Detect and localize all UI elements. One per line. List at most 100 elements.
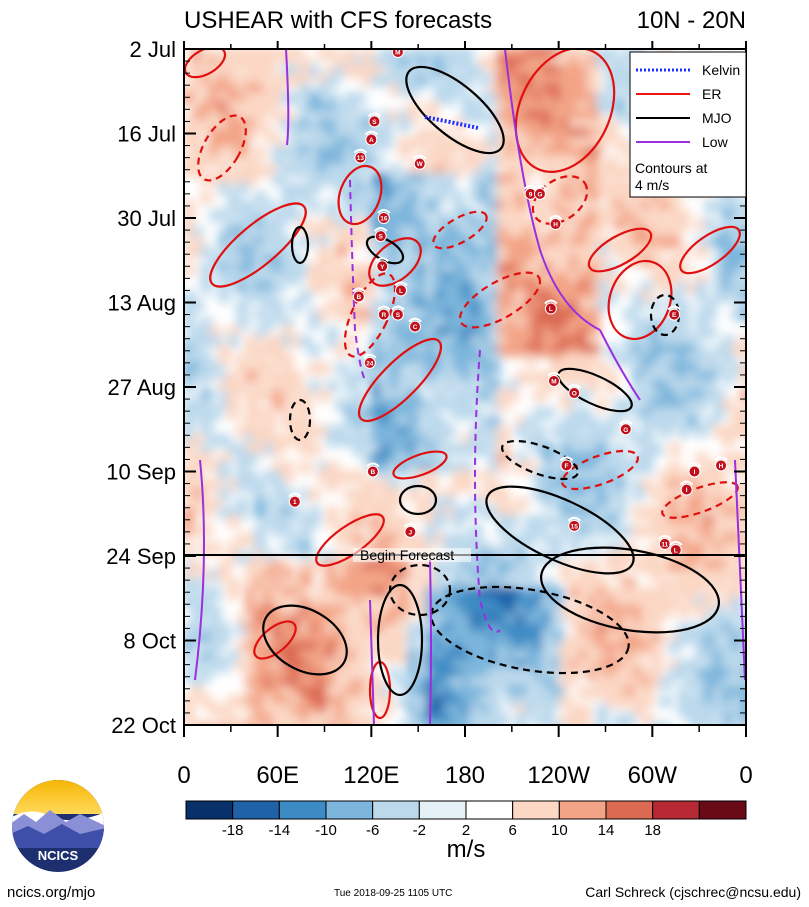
storm-dot <box>391 308 404 321</box>
shear-cell <box>731 722 744 725</box>
shear-cell <box>184 137 195 150</box>
shear-cell <box>299 236 312 249</box>
storm-dot <box>715 459 728 472</box>
shear-cell <box>740 371 746 384</box>
shear-cell <box>184 668 195 681</box>
storm-swirl <box>413 154 427 160</box>
shear-cell <box>551 722 564 725</box>
storm-marker: R <box>377 305 391 321</box>
shear-cell <box>184 290 195 303</box>
shear-cell <box>362 49 375 60</box>
storm-dot <box>544 302 557 315</box>
storm-marker: S <box>373 227 388 243</box>
shear-cell <box>569 722 582 725</box>
shear-cell <box>184 155 195 168</box>
storm-swirl <box>408 317 422 323</box>
colorbar: -18 -14 -10 -6 -2 2 6 10 14 18 <box>185 800 747 839</box>
shear-cell <box>659 695 672 708</box>
colorbar-box <box>605 800 654 820</box>
shear-cell <box>605 49 618 60</box>
colorbar-box <box>278 800 327 820</box>
shear-cell <box>184 335 195 348</box>
shear-cell <box>740 254 746 267</box>
storm-marker: L <box>669 540 683 556</box>
shear-cell <box>317 362 330 375</box>
shear-cell <box>560 49 573 60</box>
storm-dot <box>688 465 701 478</box>
storm-label: G <box>623 427 628 434</box>
shear-cell <box>272 49 285 60</box>
shear-cell <box>200 191 213 204</box>
storm-dot <box>533 187 546 200</box>
shear-cell <box>398 119 411 132</box>
shear-cell <box>578 722 591 725</box>
colorbar-box <box>465 800 514 820</box>
er-contour <box>561 449 639 491</box>
shear-cell <box>470 722 483 725</box>
storm-marker: 16 <box>377 209 391 224</box>
storm-dot <box>377 212 390 224</box>
storm-swirl <box>544 299 558 305</box>
storm-swirl <box>375 257 389 263</box>
shear-cell <box>184 200 195 213</box>
colorbar-tick-label: -6 <box>366 822 379 839</box>
shear-cell <box>184 461 195 474</box>
shear-cell <box>272 443 285 456</box>
shear-cell <box>740 722 746 725</box>
shear-cell <box>245 49 258 60</box>
storm-marker: G <box>533 184 547 200</box>
storm-label: 15 <box>571 523 579 530</box>
shear-cell <box>407 49 420 60</box>
storm-marker: 9 <box>523 184 538 200</box>
shear-cell <box>740 569 746 582</box>
storm-marker: H <box>714 456 728 472</box>
shear-cell <box>308 488 321 501</box>
shear-cell <box>184 560 195 573</box>
shear-cell <box>184 695 195 708</box>
storm-marker: I <box>687 462 702 478</box>
storm-dot <box>363 356 376 369</box>
colorbar-units: m/s <box>447 836 486 863</box>
shear-cell <box>659 425 672 438</box>
colorbar-box <box>418 800 467 820</box>
storm-marker: S <box>391 305 405 321</box>
storm-swirl <box>547 371 561 377</box>
shear-cell <box>353 317 366 330</box>
storm-marker: W <box>413 154 427 170</box>
kelvin-contour <box>424 115 479 130</box>
shear-cell <box>488 722 501 725</box>
storm-marker: Y <box>375 257 389 273</box>
shear-cell <box>326 479 339 492</box>
colorbar-tick-label: 6 <box>508 822 516 839</box>
shear-cell <box>380 49 393 60</box>
shear-cell <box>290 272 303 285</box>
shear-cell <box>425 49 438 60</box>
shear-cell <box>407 722 420 725</box>
shear-cell <box>227 722 240 725</box>
storm-label: I <box>694 469 696 476</box>
er-contour <box>587 227 653 273</box>
storm-dot <box>365 133 378 146</box>
storm-label: S <box>372 119 377 126</box>
storm-swirl <box>352 287 366 293</box>
shear-cell <box>184 353 195 366</box>
shear-cell <box>578 49 591 60</box>
footer-author: Carl Schreck (cjschrec@ncsu.edu) <box>585 884 801 900</box>
storm-marker: L <box>544 299 558 315</box>
shear-cell <box>722 371 735 384</box>
storm-label: 13 <box>357 155 365 162</box>
storm-dot <box>368 115 381 128</box>
shear-cell <box>740 479 746 492</box>
shear-cell <box>542 407 555 420</box>
y-tick-label: 8 Oct <box>123 629 176 654</box>
storm-marker: B <box>366 462 380 478</box>
colorbar-tick-label: 2 <box>462 822 470 839</box>
storm-swirl <box>392 44 404 47</box>
shear-cell <box>184 164 195 177</box>
shear-cell <box>281 49 294 60</box>
shear-cell <box>740 218 746 231</box>
storm-label: W <box>417 161 424 168</box>
shear-cell <box>740 227 746 240</box>
y-axis: 2 Jul 16 Jul 30 Jul 13 Aug 27 Aug 10 Sep 24 Se… <box>106 37 746 738</box>
shear-cell <box>740 263 746 276</box>
